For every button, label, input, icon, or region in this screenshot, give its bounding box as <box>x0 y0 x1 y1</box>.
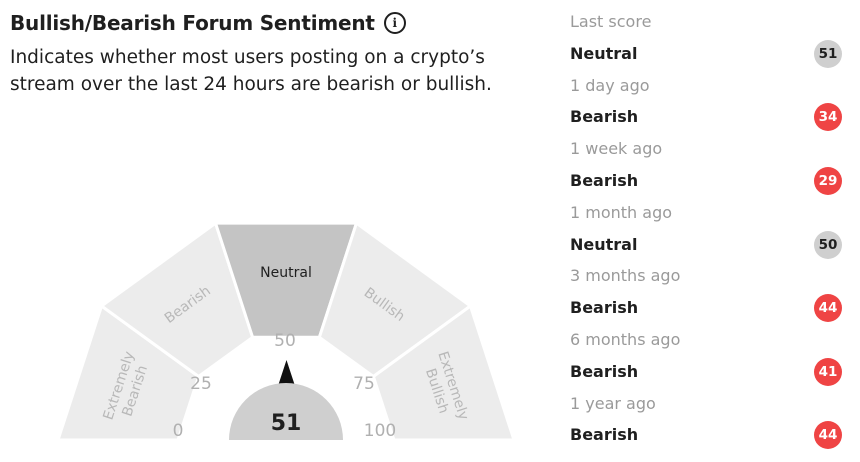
sentiment-history-list: Last score Neutral 51 1 day ago Bearish 34 1 w… <box>570 6 842 451</box>
history-score-badge: 44 <box>814 421 842 450</box>
history-score-badge: 44 <box>814 294 842 323</box>
history-time-label: 1 day ago <box>570 75 650 95</box>
history-time-label: 1 month ago <box>570 202 673 222</box>
history-time-label: 3 months ago <box>570 266 681 286</box>
history-sentiment-label: Bearish <box>570 298 639 318</box>
history-time-label: Last score <box>570 12 652 31</box>
history-time-row: 6 months ago <box>570 324 842 356</box>
history-score-row: Neutral 50 <box>570 229 842 261</box>
gauge-segment-label: Neutral <box>260 265 312 281</box>
history-sentiment-label: Neutral <box>570 43 638 63</box>
history-score-badge: 41 <box>814 357 842 386</box>
widget-description: Indicates whether most users posting on … <box>10 47 492 95</box>
history-time-label: 1 week ago <box>570 139 663 159</box>
history-score-badge: 50 <box>814 230 842 259</box>
history-time-row: 1 month ago <box>570 197 842 229</box>
history-score-badge: 34 <box>814 103 842 132</box>
history-sentiment-label: Bearish <box>570 425 639 445</box>
history-time-row: 1 year ago <box>570 388 842 420</box>
gauge-tick-label: 100 <box>364 421 396 440</box>
gauge-segment-extremely-bullish <box>371 303 516 440</box>
info-icon[interactable]: i <box>383 12 406 34</box>
history-score-row: Neutral 51 <box>570 38 842 70</box>
widget-title: Bullish/Bearish Forum Sentiment <box>10 11 375 35</box>
history-score-badge: 51 <box>814 39 842 68</box>
history-time-label: 6 months ago <box>570 329 681 349</box>
history-score-row: Bearish 41 <box>570 356 842 388</box>
gauge-tick-label: 0 <box>173 421 184 440</box>
gauge-score-background <box>229 383 343 440</box>
history-sentiment-label: Bearish <box>570 107 639 127</box>
history-score-row: Bearish 34 <box>570 101 842 133</box>
history-score-row: Bearish 44 <box>570 419 842 451</box>
history-time-row: 1 week ago <box>570 133 842 165</box>
gauge-tick-label: 25 <box>190 374 212 394</box>
history-time-row: 1 day ago <box>570 70 842 102</box>
history-sentiment-label: Bearish <box>570 170 639 190</box>
history-sentiment-label: Bearish <box>570 361 639 381</box>
history-score-row: Bearish 44 <box>570 292 842 324</box>
gauge-score-value: 51 <box>271 411 302 436</box>
history-score-row: Bearish 29 <box>570 165 842 197</box>
history-time-row: Last score <box>570 6 842 38</box>
history-sentiment-label: Neutral <box>570 234 638 254</box>
gauge-tick-label: 75 <box>353 374 375 394</box>
sentiment-gauge: ExtremelyBearishBearishNeutralBullishExt… <box>56 220 516 440</box>
widget-header: Bullish/Bearish Forum Sentiment i <box>10 11 406 35</box>
history-time-label: 1 year ago <box>570 393 656 413</box>
gauge-tick-label: 50 <box>274 331 296 351</box>
history-score-badge: 29 <box>814 166 842 195</box>
history-time-row: 3 months ago <box>570 260 842 292</box>
